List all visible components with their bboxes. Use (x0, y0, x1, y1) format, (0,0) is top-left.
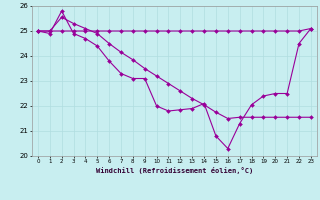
X-axis label: Windchill (Refroidissement éolien,°C): Windchill (Refroidissement éolien,°C) (96, 167, 253, 174)
